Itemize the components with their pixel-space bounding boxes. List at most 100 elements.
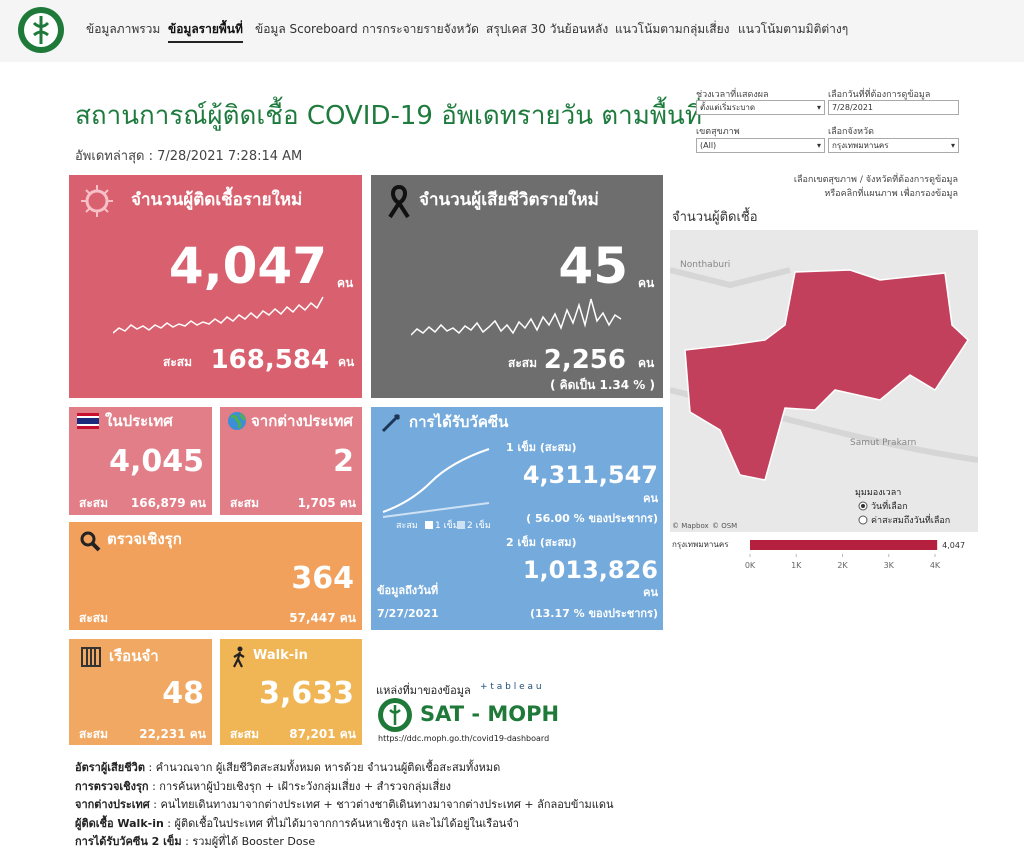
nav-item[interactable]: แนวโน้มตามมิติต่างๆ <box>738 22 849 36</box>
card-title: ตรวจเชิงรุก <box>107 530 182 548</box>
cumulative-value: 2,256 <box>543 345 626 375</box>
dropdown-value: กรุงเทพมหานคร <box>832 141 889 150</box>
card-value: 2 <box>333 444 354 479</box>
card-value: 364 <box>291 561 354 596</box>
filter-label: เลือกจังหวัด <box>828 127 874 137</box>
syringe-icon <box>381 413 401 433</box>
footnote: จากต่างประเทศ : คนไทยเดินทางมาจากต่างประ… <box>75 795 614 814</box>
map[interactable]: Nonthaburi Samut Prakarn © Mapbox © OSM … <box>670 230 978 532</box>
dose2-value: 1,013,826 <box>522 556 658 584</box>
bar-chart: กรุงเทพมหานคร 4,047 0K 1K 2K 3K 4K <box>672 540 965 570</box>
category-label: กรุงเทพมหานคร <box>672 540 729 549</box>
vaccine-card: การได้รับวัคซีน สะสม 1 เข็ม 2 เข็ม 1 เข็… <box>371 407 663 630</box>
footnote-text: : รวมผู้ที่ได้ Booster Dose <box>181 835 316 848</box>
source-url: https://ddc.moph.go.th/covid19-dashboard <box>378 734 550 743</box>
cumulative-value: 168,584 <box>210 345 329 375</box>
footnote: การตรวจเชิงรุก : การค้นหาผู้ป่วยเชิงรุก … <box>75 777 614 796</box>
bar <box>750 540 938 550</box>
period-dropdown[interactable]: ตั้งแต่เริ่มระบาด ▾ <box>696 100 825 115</box>
cumulative-value: 57,447 คน <box>289 611 356 625</box>
cumulative-value: 1,705 คน <box>297 496 356 510</box>
dose1-unit: คน <box>643 492 658 505</box>
sparkline <box>411 298 622 336</box>
x-tick-label: 4K <box>930 561 941 570</box>
map-place: Samut Prakarn <box>850 438 916 448</box>
legend-swatch <box>457 521 465 529</box>
region-dropdown[interactable]: (All) ▾ <box>696 138 825 153</box>
map-title: จำนวนผู้ติดเชื้อ <box>672 210 758 225</box>
filter-hint: หรือคลิกที่แผนภาพ เพื่อกรองข้อมูล <box>824 189 958 199</box>
moph-logo <box>378 698 412 732</box>
sparkline <box>113 296 324 334</box>
globe-icon <box>228 412 247 430</box>
legend-item: 1 เข็ม <box>435 521 459 531</box>
cumulative-value: 22,231 คน <box>139 727 206 741</box>
footnote: ผู้ติดเชื้อ Walk-in : ผู้ติดเชื้อในประเท… <box>75 814 614 833</box>
footnote: การได้รับวัคซีน 2 เข็ม : รวมผู้ที่ได้ Bo… <box>75 832 614 851</box>
card-value: 4,047 <box>168 237 327 295</box>
deaths-card: จำนวนผู้เสียชีวิตรายใหม่ 45 คน สะสม 2,25… <box>371 175 663 398</box>
filter-label: ช่วงเวลาที่แสดงผล <box>696 90 769 100</box>
footnote-text: : การค้นหาผู้ป่วยเชิงรุก + เฝ้าระวังกลุ่… <box>148 779 452 793</box>
card-value: 4,045 <box>109 444 204 479</box>
abroad-card: จากต่างประเทศ 2 สะสม 1,705 คน <box>220 407 362 515</box>
as-of-date: 7/27/2021 <box>377 607 439 620</box>
view-option[interactable]: ค่าสะสมถึงวันที่เลือก <box>871 513 950 526</box>
x-tick-label: 2K <box>837 561 848 570</box>
footnote-text: : คำนวณจาก ผู้เสียชีวิตสะสมทั้งหมด หารด้… <box>145 761 501 774</box>
legend-item: 2 เข็ม <box>467 521 491 531</box>
footnote-term: อัตราผู้เสียชีวิต <box>75 761 145 774</box>
date-input[interactable]: 7/28/2021 <box>828 100 959 115</box>
source-label: แหล่งที่มาของข้อมูล <box>376 684 471 697</box>
nav-item[interactable]: การกระจายรายจังหวัด <box>362 22 479 36</box>
footnote-term: การได้รับวัคซีน 2 เข็ม <box>75 835 182 848</box>
search-icon <box>80 531 101 552</box>
card-value: 3,633 <box>259 676 354 711</box>
cumulative-value: 87,201 คน <box>289 727 356 741</box>
vaccine-trend <box>382 448 490 518</box>
filter-label: เลือกวันที่ที่ต้องการดูข้อมูล <box>828 90 931 100</box>
cumulative-label: สะสม <box>163 355 193 369</box>
card-title: ในประเทศ <box>105 412 173 430</box>
nav-item[interactable]: แนวโน้มตามกลุ่มเสี่ยง <box>615 22 730 36</box>
nav-item[interactable]: ข้อมูลภาพรวม <box>86 22 161 36</box>
footnote: อัตราผู้เสียชีวิต : คำนวณจาก ผู้เสียชีวิ… <box>75 758 614 777</box>
nav-item[interactable]: สรุปเคส 30 วันย้อนหลัง <box>486 22 609 36</box>
nav-bar: ข้อมูลภาพรวม ข้อมูลรายพื้นที่ ข้อมูล Score… <box>0 0 1024 62</box>
active-search-card: ตรวจเชิงรุก 364 สะสม 57,447 คน <box>69 522 362 630</box>
cumulative-label: สะสม <box>79 496 109 510</box>
footnote-text: : คนไทยเดินทางมาจากต่างประเทศ + ชาวต่างช… <box>149 798 614 811</box>
cumulative-unit: คน <box>338 355 355 369</box>
card-unit: คน <box>638 276 655 290</box>
updated-time: อัพเดทล่าสุด : 7/28/2021 7:28:14 AM <box>75 149 303 164</box>
cumulative-label: สะสม <box>79 727 109 741</box>
dose1-percent: ( 56.00 % ของประชากร) <box>526 512 658 525</box>
cumulative-label: สะสม <box>79 611 109 625</box>
view-option[interactable]: วันที่เลือก <box>871 499 908 512</box>
filter-hint: เลือกเขตสุขภาพ / จังหวัดที่ต้องการดูข้อม… <box>793 175 958 185</box>
filter-label: เขตสุขภาพ <box>696 127 740 137</box>
page-title: สถานการณ์ผู้ติดเชื้อ COVID-19 อัพเดทรายว… <box>75 101 702 131</box>
card-title: จากต่างประเทศ <box>251 412 353 430</box>
card-title: จำนวนผู้เสียชีวิตรายใหม่ <box>419 190 599 210</box>
value-label: 4,047 <box>942 541 965 550</box>
card-unit: คน <box>337 276 354 290</box>
radio[interactable] <box>858 515 868 525</box>
input-value: 7/28/2021 <box>832 103 874 112</box>
nav-item[interactable]: ข้อมูล Scoreboard <box>255 22 358 36</box>
flag-icon <box>77 413 99 429</box>
card-value: 48 <box>162 676 204 711</box>
dose2-percent: (13.17 % ของประชากร) <box>529 607 658 620</box>
map-credit: © OSM <box>712 522 737 530</box>
nav-item[interactable]: ข้อมูลรายพื้นที่ <box>168 20 243 43</box>
footnote-term: การตรวจเชิงรุก <box>75 779 149 793</box>
footnote-term: ผู้ติดเชื้อ Walk-in <box>75 816 164 830</box>
x-tick-label: 3K <box>884 561 895 570</box>
ribbon-icon <box>388 184 410 219</box>
map-place: Nonthaburi <box>680 260 730 270</box>
bangkok-area[interactable] <box>684 269 969 481</box>
legend-swatch <box>425 521 433 529</box>
death-rate: ( คิดเป็น 1.34 % ) <box>549 378 655 392</box>
province-dropdown[interactable]: กรุงเทพมหานคร ▾ <box>828 138 959 153</box>
